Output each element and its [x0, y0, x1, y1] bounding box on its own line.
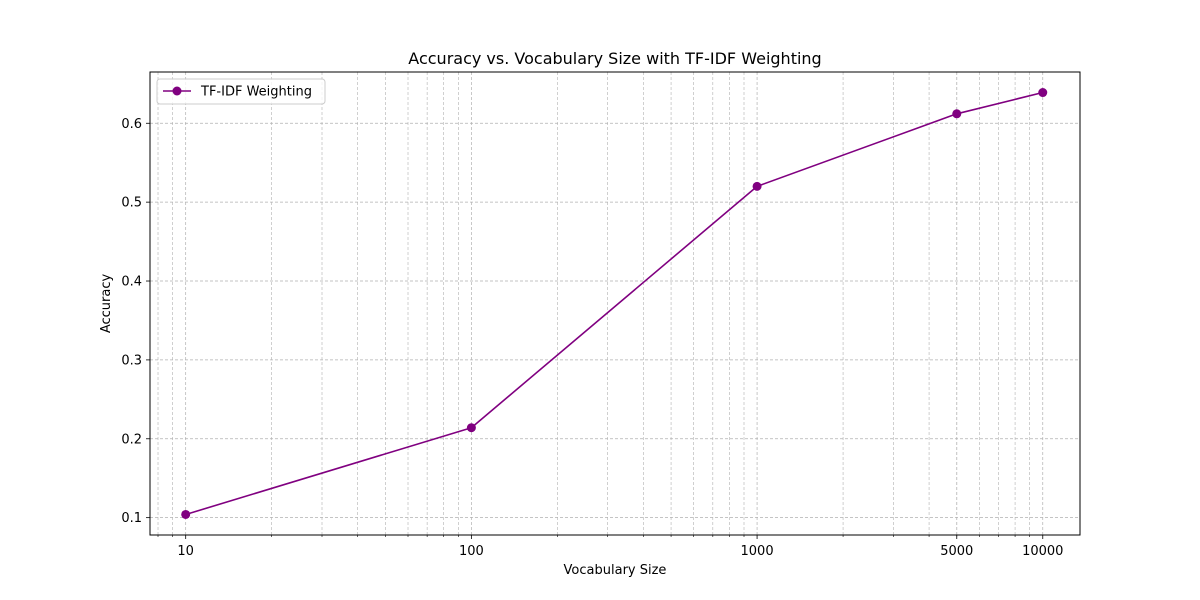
y-tick-label: 0.5 — [121, 196, 142, 211]
data-point — [466, 423, 476, 433]
x-axis-label: Vocabulary Size — [564, 563, 667, 578]
legend: TF-IDF Weighting — [156, 78, 326, 105]
plot-frame — [149, 71, 1081, 536]
data-point — [181, 509, 191, 519]
legend-box — [156, 78, 326, 105]
legend-label: TF-IDF Weighting — [200, 85, 312, 100]
x-tick-label: 10 — [177, 544, 194, 559]
data-point — [952, 109, 962, 119]
x-tick-label: 1000 — [741, 544, 774, 559]
y-tick-label: 0.2 — [121, 432, 142, 447]
x-tick-label: 100 — [459, 544, 484, 559]
x-tick-label: 10000 — [1022, 544, 1063, 559]
x-tick-label: 5000 — [940, 544, 973, 559]
axis-ticks: 10 100 1000 5000 10000 0.1 0.2 0.3 0.4 0.5 0.6 — [121, 117, 1063, 559]
y-tick-label: 0.4 — [121, 275, 142, 290]
data-point — [752, 181, 762, 191]
y-axis-label: Accuracy — [99, 274, 114, 334]
grid — [150, 72, 1080, 535]
data-point — [1038, 88, 1048, 98]
y-tick-label: 0.1 — [121, 511, 142, 526]
series-layer — [181, 88, 1048, 519]
legend-marker — [172, 86, 182, 96]
y-tick-label: 0.6 — [121, 117, 142, 132]
chart-title: Accuracy vs. Vocabulary Size with TF-IDF… — [408, 49, 821, 68]
y-tick-label: 0.3 — [121, 353, 142, 368]
